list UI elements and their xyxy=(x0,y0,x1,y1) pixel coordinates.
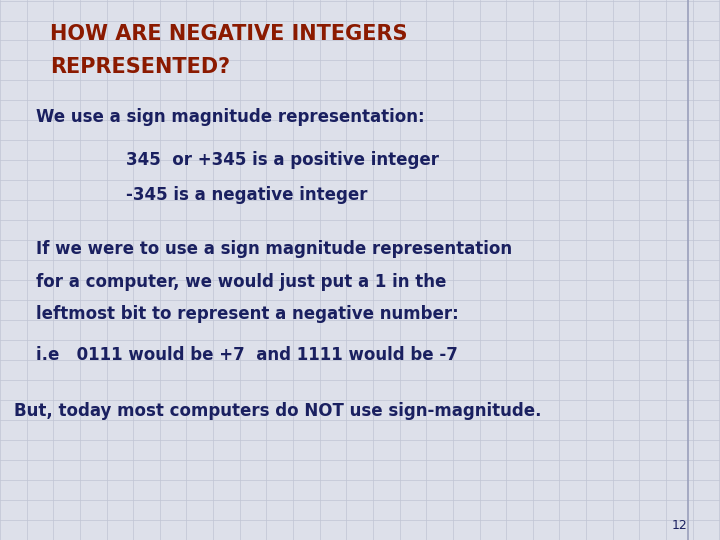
Text: But, today most computers do NOT use sign-magnitude.: But, today most computers do NOT use sig… xyxy=(14,402,542,420)
Text: 345  or +345 is a positive integer: 345 or +345 is a positive integer xyxy=(126,151,439,169)
Text: for a computer, we would just put a 1 in the: for a computer, we would just put a 1 in… xyxy=(36,273,446,291)
Text: HOW ARE NEGATIVE INTEGERS: HOW ARE NEGATIVE INTEGERS xyxy=(50,24,408,44)
Text: leftmost bit to represent a negative number:: leftmost bit to represent a negative num… xyxy=(36,305,459,323)
Text: We use a sign magnitude representation:: We use a sign magnitude representation: xyxy=(36,108,425,126)
Text: i.e   0111 would be +7  and 1111 would be -7: i.e 0111 would be +7 and 1111 would be -… xyxy=(36,346,458,363)
Text: 12: 12 xyxy=(672,519,688,532)
Text: If we were to use a sign magnitude representation: If we were to use a sign magnitude repre… xyxy=(36,240,512,258)
Text: REPRESENTED?: REPRESENTED? xyxy=(50,57,230,77)
Text: -345 is a negative integer: -345 is a negative integer xyxy=(126,186,367,204)
